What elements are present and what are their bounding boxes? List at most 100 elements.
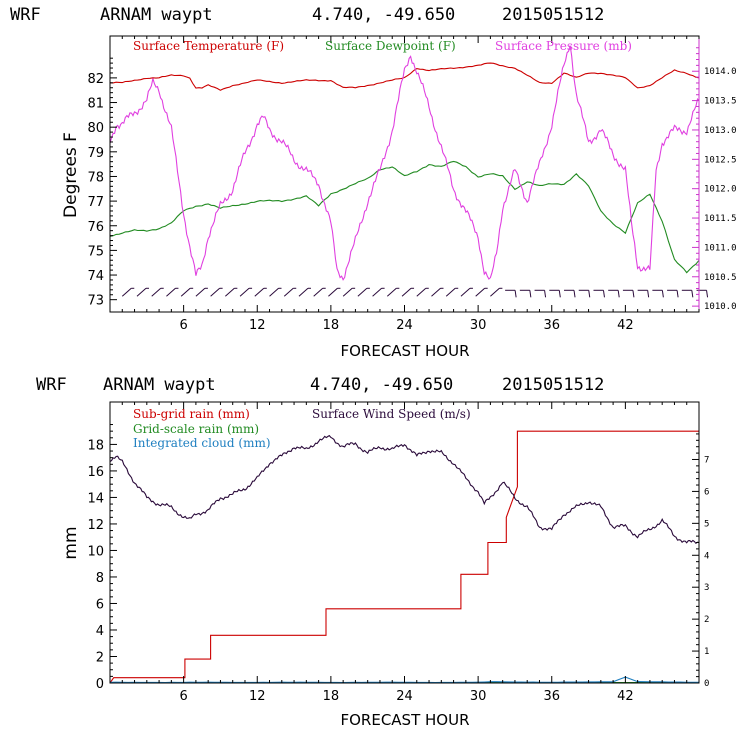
x-tick-label: 12 <box>249 689 266 704</box>
y-tick-label: 18 <box>87 438 104 453</box>
panel1-coords: 4.740, -49.650 <box>312 5 455 25</box>
x-tick-label: 36 <box>543 318 560 333</box>
y-tick-label: 76 <box>87 220 104 235</box>
wind-barb <box>254 287 265 297</box>
y-tick-label: 77 <box>87 195 104 210</box>
panel2-coords: 4.740, -49.650 <box>310 375 453 395</box>
y-tick-label: 16 <box>87 465 104 480</box>
wind-barb-flag <box>706 290 709 298</box>
wind-barb <box>239 287 250 297</box>
wind-barb <box>475 287 486 297</box>
wind-barb-flag <box>588 290 591 298</box>
wind-barb <box>283 287 294 297</box>
y-tick-label: 2 <box>96 650 104 665</box>
temperature-panel: WRF ARNAM waypt 4.740, -49.650 201505151… <box>10 5 737 360</box>
y2-tick-label: 1013.5 <box>704 97 737 107</box>
panel1-model: WRF <box>10 5 41 25</box>
panel2-init-time: 2015051512 <box>502 375 604 395</box>
y2-tick-label: 0 <box>704 679 709 689</box>
y-tick-label: 74 <box>87 269 104 284</box>
wind-barbs <box>121 287 709 298</box>
x-tick-label: 12 <box>249 318 266 333</box>
y-tick-label: 8 <box>96 571 104 586</box>
wind-barb <box>121 287 132 297</box>
y2-tick-label: 5 <box>704 519 709 529</box>
legend-gridscale-rain: Grid-scale rain (mm) <box>133 422 259 436</box>
x-tick-label: 6 <box>179 689 187 704</box>
x-tick-label: 42 <box>617 318 634 333</box>
wind-barb <box>180 287 191 297</box>
y2-tick-label: 1 <box>704 647 709 657</box>
y2-tick-label: 1011.5 <box>704 214 737 224</box>
y-tick-label: 79 <box>87 146 104 161</box>
series-line-surface-temperature-f <box>110 62 699 91</box>
wind-barb <box>386 287 397 297</box>
wind-barb-flag <box>691 290 694 298</box>
wind-barb-flag <box>617 290 620 298</box>
panel1-station: ARNAM waypt <box>100 5 213 25</box>
wind-barb-flag <box>676 290 679 298</box>
wind-barb <box>342 287 353 297</box>
wind-barb-flag <box>529 290 532 298</box>
y2-tick-label: 6 <box>704 487 709 497</box>
wind-barb-flag <box>647 290 650 298</box>
legend-surface-dewpoint: Surface Dewpoint (F) <box>325 39 456 53</box>
wind-barb <box>328 287 338 297</box>
panel1-y-axis-label: Degrees F <box>61 132 81 218</box>
wind-barb <box>210 287 220 297</box>
legend-integrated-cloud: Integrated cloud (mm) <box>133 436 271 450</box>
series-line-surface-wind-speed-m-s <box>110 434 699 545</box>
wind-barb-flag <box>514 290 517 298</box>
wind-barb-flag <box>573 290 576 298</box>
y2-tick-label: 1014.0 <box>704 67 737 77</box>
y2-tick-label: 1010.0 <box>704 302 737 312</box>
x-tick-label: 42 <box>617 689 634 704</box>
y2-tick-label: 1012.5 <box>704 155 737 165</box>
wind-barb <box>298 287 309 297</box>
wind-barb-flag <box>602 290 605 298</box>
x-tick-label: 36 <box>543 689 560 704</box>
y-tick-label: 10 <box>87 544 104 559</box>
panel1-init-time: 2015051512 <box>502 5 604 25</box>
wind-barb <box>357 287 368 297</box>
panel2-x-axis-label: FORECAST HOUR <box>340 711 469 729</box>
y-tick-label: 12 <box>87 518 104 533</box>
wind-barb <box>166 287 176 297</box>
wind-barb-flag <box>558 290 561 298</box>
y2-tick-label: 1013.0 <box>704 126 737 136</box>
x-tick-label: 24 <box>396 318 413 333</box>
y2-tick-label: 4 <box>704 551 709 561</box>
panel1-x-axis-label: FORECAST HOUR <box>340 342 469 360</box>
wind-barb <box>269 287 279 297</box>
wind-barb <box>416 287 427 297</box>
series-line-sub-grid-rain-mm <box>110 430 699 683</box>
y-tick-label: 14 <box>87 491 104 506</box>
wind-barb <box>372 287 382 297</box>
y2-tick-label: 2 <box>704 615 709 625</box>
y-tick-label: 81 <box>87 97 104 112</box>
wind-barb <box>431 287 441 297</box>
y2-tick-label: 3 <box>704 583 709 593</box>
y-tick-label: 78 <box>87 170 104 185</box>
x-tick-label: 30 <box>470 689 487 704</box>
wind-barb <box>225 287 235 297</box>
wind-barb <box>313 287 324 297</box>
wind-barb-flag <box>544 290 547 298</box>
x-tick-label: 24 <box>396 689 413 704</box>
legend-surface-pressure: Surface Pressure (mb) <box>495 39 632 53</box>
y-tick-label: 82 <box>87 72 104 87</box>
wind-barb-flag <box>661 290 664 298</box>
y-tick-label: 75 <box>87 244 104 259</box>
wind-barb-flag <box>632 290 635 298</box>
panel2-station: ARNAM waypt <box>103 375 216 395</box>
series-line-surface-pressure-mb <box>110 45 699 281</box>
panel2-model: WRF <box>36 375 67 395</box>
x-tick-label: 6 <box>179 318 187 333</box>
y2-tick-label: 1011.0 <box>704 243 737 253</box>
wind-barb <box>401 287 412 297</box>
legend-surface-wind-speed: Surface Wind Speed (m/s) <box>312 407 471 421</box>
y-tick-label: 0 <box>96 677 104 692</box>
y2-tick-label: 1010.5 <box>704 273 737 283</box>
legend-subgrid-rain: Sub-grid rain (mm) <box>133 407 250 421</box>
